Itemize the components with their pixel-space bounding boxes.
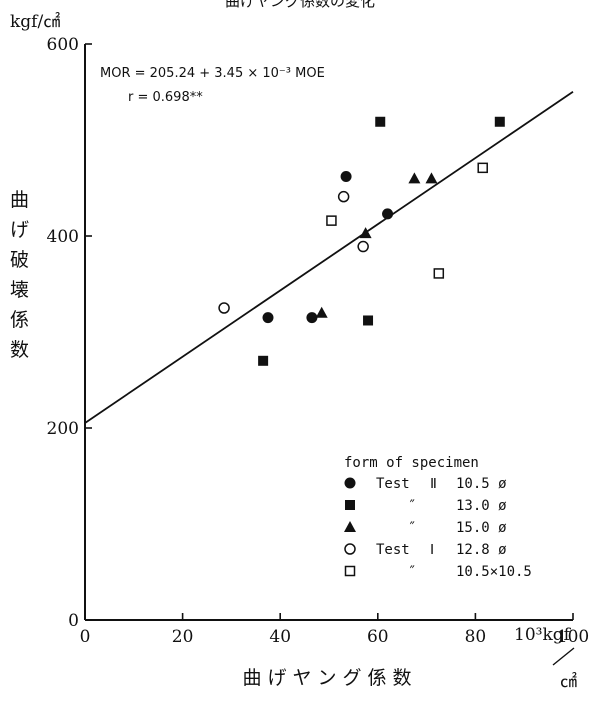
data-point-filled-circle <box>382 208 394 220</box>
x-tick-label: 80 <box>465 627 487 647</box>
y-axis-title: 曲げ破壊係数 <box>10 189 35 361</box>
x-axis-ticks: 0 20 40 60 80 100 <box>80 613 589 647</box>
y-axis-title-char: 壊 <box>10 279 35 301</box>
y-axis-title-char: げ <box>10 219 35 241</box>
data-point-open-circle <box>218 302 230 314</box>
y-axis-ticks: 0 200 400 600 <box>47 35 92 631</box>
legend-marker-open-circle <box>344 543 356 555</box>
legend-group: Test <box>376 476 410 492</box>
y-tick-label: 400 <box>47 227 79 247</box>
legend-marker-open-square <box>344 565 356 577</box>
legend-group: ″ <box>408 498 416 514</box>
x-tick-label: 100 <box>557 627 589 647</box>
data-points <box>218 116 505 366</box>
data-point-filled-circle <box>340 170 352 182</box>
x-tick-label: 20 <box>172 627 194 647</box>
data-point-open-square <box>477 162 488 174</box>
regression-equation: MOR = 205.24 + 3.45 × 10⁻³ MOE <box>100 66 325 81</box>
data-point-filled-square <box>258 355 269 366</box>
legend-size: 10.5 ø <box>456 476 507 492</box>
data-point-filled-circle <box>306 312 318 324</box>
data-point-filled-triangle <box>408 172 421 184</box>
x-tick-label: 0 <box>80 627 91 647</box>
legend-group-number: Ⅱ <box>430 476 437 492</box>
legend-size: 10.5×10.5 <box>456 564 532 580</box>
chart-title: 曲げヤング係数の変化 <box>225 0 375 10</box>
legend-group: ″ <box>408 564 416 580</box>
legend-group: ″ <box>408 520 416 536</box>
legend-group: Test <box>376 542 410 558</box>
data-point-open-square <box>433 268 445 279</box>
legend-marker-filled-triangle <box>344 521 356 532</box>
y-tick-label: 0 <box>68 611 79 631</box>
legend-size: 15.0 ø <box>456 520 507 536</box>
y-axis-unit: kgf/㎠ <box>10 12 60 32</box>
data-point-open-circle <box>357 240 369 253</box>
legend-group-number: Ⅰ <box>430 542 434 558</box>
y-axis-title-char: 破 <box>10 249 35 271</box>
legend-size: 12.8 ø <box>456 542 507 558</box>
data-point-filled-triangle <box>315 306 328 318</box>
x-axis-unit-denominator: ㎠ <box>560 672 577 692</box>
data-point-filled-square <box>494 116 505 127</box>
data-point-filled-triangle <box>425 172 438 184</box>
x-axis-unit-slash <box>552 647 575 666</box>
data-point-filled-circle <box>262 312 274 324</box>
x-axis-title: 曲げヤング係数 <box>242 667 417 689</box>
legend: form of specimen Test Ⅱ 10.5 ø ″ 13.0 ø ″ 15.0… <box>344 455 532 580</box>
y-axis-title-char: 数 <box>10 339 35 361</box>
x-tick-label: 60 <box>367 627 389 647</box>
y-tick-label: 200 <box>47 419 79 439</box>
legend-marker-filled-circle <box>344 477 356 489</box>
legend-size: 13.0 ø <box>456 498 507 514</box>
y-tick-label: 600 <box>47 35 79 55</box>
y-axis-title-char: 係 <box>10 309 35 331</box>
correlation-coefficient: r = 0.698** <box>128 90 203 105</box>
data-point-filled-square <box>363 315 374 326</box>
data-point-filled-triangle <box>359 227 372 239</box>
data-point-open-circle <box>337 190 350 203</box>
x-axis-unit-numerator: 10³kgf <box>514 625 572 645</box>
regression-line <box>84 91 574 424</box>
x-tick-label: 40 <box>269 627 291 647</box>
data-point-open-square <box>326 215 337 226</box>
legend-marker-filled-square <box>345 500 355 510</box>
legend-title: form of specimen <box>344 455 479 471</box>
y-axis-title-char: 曲 <box>10 189 35 211</box>
data-point-filled-square <box>375 116 386 127</box>
